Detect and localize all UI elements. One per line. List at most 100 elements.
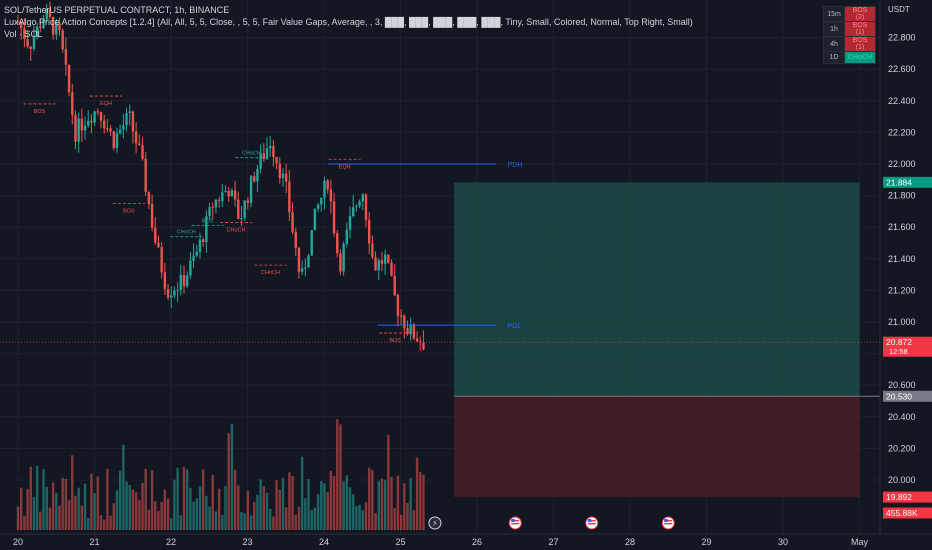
candle-body bbox=[374, 257, 377, 271]
volume-bar bbox=[377, 480, 380, 530]
candle-body bbox=[265, 148, 269, 159]
volume-legend[interactable]: Vol · SOL bbox=[4, 29, 43, 39]
volume-bar bbox=[96, 476, 100, 530]
candle-body bbox=[403, 315, 406, 329]
candle-body bbox=[409, 324, 412, 335]
candle-body bbox=[160, 246, 163, 273]
volume-bar bbox=[310, 509, 313, 530]
candle-body bbox=[35, 26, 39, 38]
candle-body bbox=[166, 289, 170, 298]
volume-bar bbox=[87, 517, 90, 530]
candle-body bbox=[310, 230, 313, 256]
volume-bar bbox=[173, 479, 176, 530]
candle-body bbox=[201, 239, 205, 243]
time-tick-label: 25 bbox=[395, 537, 405, 547]
volume-bar bbox=[396, 475, 400, 530]
price-tick-label: 22.800 bbox=[888, 33, 916, 43]
structure-label: BOS bbox=[202, 219, 214, 225]
candle-body bbox=[221, 192, 224, 201]
candle-body bbox=[87, 120, 90, 126]
price-marker-box bbox=[883, 336, 932, 357]
candle-body bbox=[240, 218, 243, 220]
candle-body bbox=[320, 197, 323, 205]
event-icons[interactable]: ⚡ bbox=[428, 516, 675, 530]
candle-body bbox=[383, 254, 387, 264]
candle-body bbox=[42, 19, 45, 29]
mtf-timeframe: 4h bbox=[823, 36, 845, 52]
volume-bar bbox=[390, 476, 393, 530]
volume-bar bbox=[128, 485, 131, 530]
volume-bar bbox=[406, 502, 409, 530]
volume-bar bbox=[195, 498, 198, 530]
candle-body bbox=[48, 9, 52, 17]
flag-stripe bbox=[511, 520, 520, 522]
volume-bar bbox=[182, 466, 186, 530]
price-tick-label: 20.400 bbox=[888, 412, 916, 422]
candle-body bbox=[237, 199, 240, 219]
volume-bar bbox=[348, 487, 352, 530]
candle-body bbox=[377, 260, 380, 271]
volume-bar bbox=[419, 471, 422, 530]
volume-bar bbox=[412, 510, 416, 530]
candle-body bbox=[80, 118, 84, 131]
volume-bar bbox=[205, 495, 208, 530]
volume-bar bbox=[106, 468, 109, 530]
volume-bar bbox=[237, 485, 240, 530]
candle-body bbox=[339, 253, 342, 272]
volume-bar bbox=[262, 486, 266, 530]
volume-bar bbox=[246, 490, 250, 530]
price-tick-label: 22.600 bbox=[888, 64, 916, 74]
volume-bar bbox=[19, 487, 23, 530]
volume-bar bbox=[374, 513, 377, 530]
volume-bar bbox=[297, 506, 301, 530]
volume-bar bbox=[32, 496, 36, 530]
volume-bar bbox=[74, 495, 77, 530]
candle-body bbox=[55, 23, 58, 35]
structure-label: BOS bbox=[123, 209, 135, 215]
candle-body bbox=[367, 219, 371, 244]
candle-body bbox=[67, 64, 71, 93]
candle-body bbox=[176, 290, 179, 292]
candle-body bbox=[297, 247, 301, 272]
price-tick-label: 21.600 bbox=[888, 222, 916, 232]
price-tick-label: 20.600 bbox=[888, 380, 916, 390]
flag-stripe bbox=[587, 523, 596, 525]
candle-body bbox=[249, 176, 253, 203]
mtf-row-4h: 4h BOS (1) bbox=[823, 36, 877, 52]
volume-bar bbox=[90, 473, 93, 530]
volume-bar bbox=[323, 483, 326, 530]
price-marker-label: 21.884 bbox=[886, 177, 912, 187]
candle-body bbox=[233, 190, 237, 200]
indicator-legend[interactable]: LuxAlgo Price Action Concepts [1.2.4] (A… bbox=[4, 17, 693, 27]
volume-bar bbox=[364, 501, 368, 530]
volume-bar bbox=[281, 477, 285, 530]
chart-legend: SOL/TetherUS PERPETUAL CONTRACT, 1h, BIN… bbox=[4, 4, 693, 40]
volume-bar bbox=[367, 467, 371, 530]
volume-bar bbox=[26, 489, 29, 530]
candle-body bbox=[380, 260, 384, 264]
candle-body bbox=[186, 275, 189, 287]
candle-body bbox=[275, 156, 278, 164]
volume-bar bbox=[358, 504, 361, 530]
mtf-row-1h: 1h BOS (1) bbox=[823, 21, 877, 37]
symbol-title[interactable]: SOL/TetherUS PERPETUAL CONTRACT, 1h, BIN… bbox=[4, 5, 230, 15]
time-tick-label: 21 bbox=[89, 537, 99, 547]
candle-body bbox=[243, 200, 246, 219]
candle-body bbox=[71, 92, 74, 116]
candle-body bbox=[131, 111, 135, 132]
candle-body bbox=[211, 207, 214, 209]
candlesticks bbox=[16, 1, 425, 351]
candle-body bbox=[74, 115, 77, 142]
volume-bar bbox=[294, 514, 297, 530]
candle-body bbox=[61, 30, 64, 50]
volume-bar bbox=[198, 486, 202, 530]
volume-bar bbox=[259, 479, 262, 530]
candle-body bbox=[399, 315, 403, 317]
candle-body bbox=[291, 212, 294, 233]
candle-body bbox=[138, 143, 141, 146]
mtf-status: BOS (2) bbox=[843, 6, 877, 22]
time-axis[interactable]: 20 21 22 23 24 25 26 27 28 29 30 May bbox=[0, 533, 932, 547]
candle-body bbox=[230, 190, 234, 197]
